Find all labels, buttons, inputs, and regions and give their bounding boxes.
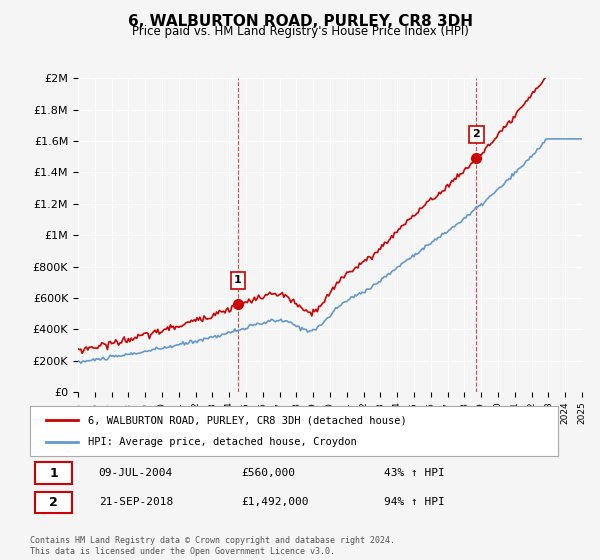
Text: HPI: Average price, detached house, Croydon: HPI: Average price, detached house, Croy… xyxy=(88,437,357,447)
Text: Contains HM Land Registry data © Crown copyright and database right 2024.
This d: Contains HM Land Registry data © Crown c… xyxy=(30,536,395,556)
Text: £560,000: £560,000 xyxy=(241,468,295,478)
Text: 1: 1 xyxy=(49,466,58,479)
Text: 09-JUL-2004: 09-JUL-2004 xyxy=(98,468,173,478)
Text: £1,492,000: £1,492,000 xyxy=(241,497,309,507)
Text: 21-SEP-2018: 21-SEP-2018 xyxy=(98,497,173,507)
Text: Price paid vs. HM Land Registry's House Price Index (HPI): Price paid vs. HM Land Registry's House … xyxy=(131,25,469,38)
Text: 2: 2 xyxy=(49,496,58,509)
FancyBboxPatch shape xyxy=(35,492,72,514)
Text: 1: 1 xyxy=(234,276,242,286)
Text: 6, WALBURTON ROAD, PURLEY, CR8 3DH: 6, WALBURTON ROAD, PURLEY, CR8 3DH xyxy=(128,14,473,29)
Text: 43% ↑ HPI: 43% ↑ HPI xyxy=(384,468,445,478)
Text: 94% ↑ HPI: 94% ↑ HPI xyxy=(384,497,445,507)
Text: 2: 2 xyxy=(473,129,481,139)
Text: 6, WALBURTON ROAD, PURLEY, CR8 3DH (detached house): 6, WALBURTON ROAD, PURLEY, CR8 3DH (deta… xyxy=(88,415,407,425)
FancyBboxPatch shape xyxy=(35,462,72,484)
